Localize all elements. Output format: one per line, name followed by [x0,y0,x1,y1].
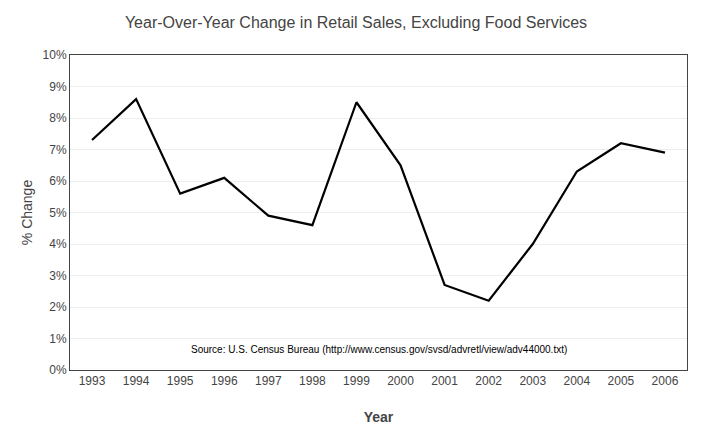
svg-text:2%: 2% [49,300,67,314]
svg-text:1997: 1997 [255,374,282,388]
svg-text:2003: 2003 [519,374,546,388]
svg-text:% Change: % Change [19,180,35,246]
svg-text:1994: 1994 [123,374,150,388]
svg-text:8%: 8% [49,111,67,125]
svg-text:7%: 7% [49,143,67,157]
svg-text:3%: 3% [49,269,67,283]
svg-text:2000: 2000 [387,374,414,388]
svg-text:2006: 2006 [652,374,679,388]
svg-text:1998: 1998 [299,374,326,388]
svg-text:1999: 1999 [343,374,370,388]
svg-text:5%: 5% [49,206,67,220]
svg-text:Source: U.S. Census Bureau (ht: Source: U.S. Census Bureau (http://www.c… [191,344,567,355]
svg-text:9%: 9% [49,80,67,94]
svg-text:2004: 2004 [563,374,590,388]
svg-text:2002: 2002 [475,374,502,388]
svg-text:1993: 1993 [79,374,106,388]
svg-text:0%: 0% [49,363,67,377]
svg-text:2005: 2005 [608,374,635,388]
svg-text:1995: 1995 [167,374,194,388]
svg-text:1996: 1996 [211,374,238,388]
svg-text:1%: 1% [49,332,67,346]
svg-text:10%: 10% [43,48,67,62]
svg-text:2001: 2001 [431,374,458,388]
svg-text:4%: 4% [49,237,67,251]
svg-text:Year: Year [364,409,394,425]
svg-text:Year-Over-Year Change in Retai: Year-Over-Year Change in Retail Sales, E… [125,14,587,31]
svg-text:6%: 6% [49,174,67,188]
